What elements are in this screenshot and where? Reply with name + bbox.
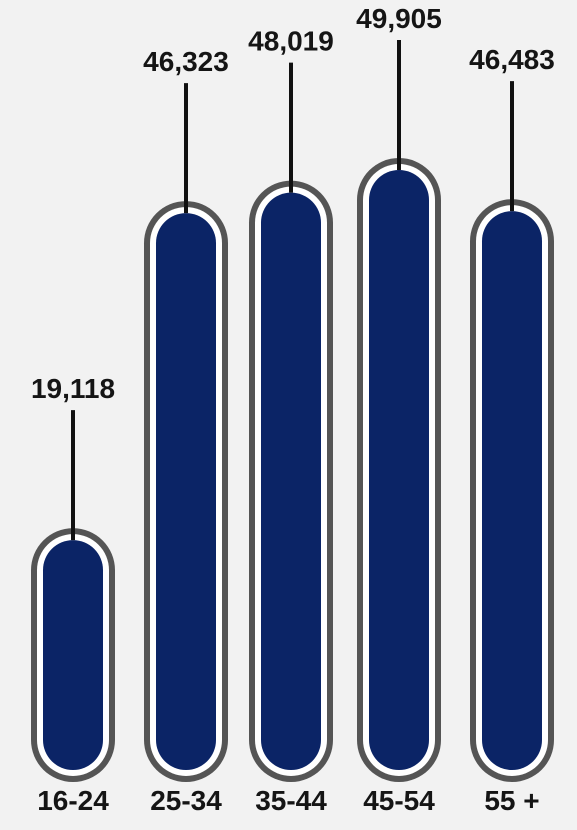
bar-45-54 (369, 170, 429, 770)
value-label-35-44: 48,019 (248, 26, 334, 57)
bars-group (31, 158, 554, 783)
bar-55 + (482, 211, 542, 771)
value-label-55 +: 46,483 (469, 44, 555, 75)
value-label-16-24: 19,118 (31, 373, 115, 404)
bar-25-34 (156, 213, 216, 771)
category-label-16-24: 16-24 (37, 785, 109, 816)
value-label-45-54: 49,905 (356, 3, 442, 34)
bar-16-24 (43, 540, 103, 770)
value-label-25-34: 46,323 (143, 46, 229, 77)
bar-35-44 (261, 192, 321, 771)
category-label-55 +: 55 + (484, 785, 539, 816)
category-label-25-34: 25-34 (150, 785, 222, 816)
labels-group: 19,118 16-24 46,323 25-34 48,019 35-44 49,905 4… (31, 3, 555, 816)
category-label-35-44: 35-44 (255, 785, 327, 816)
category-label-45-54: 45-54 (363, 785, 435, 816)
